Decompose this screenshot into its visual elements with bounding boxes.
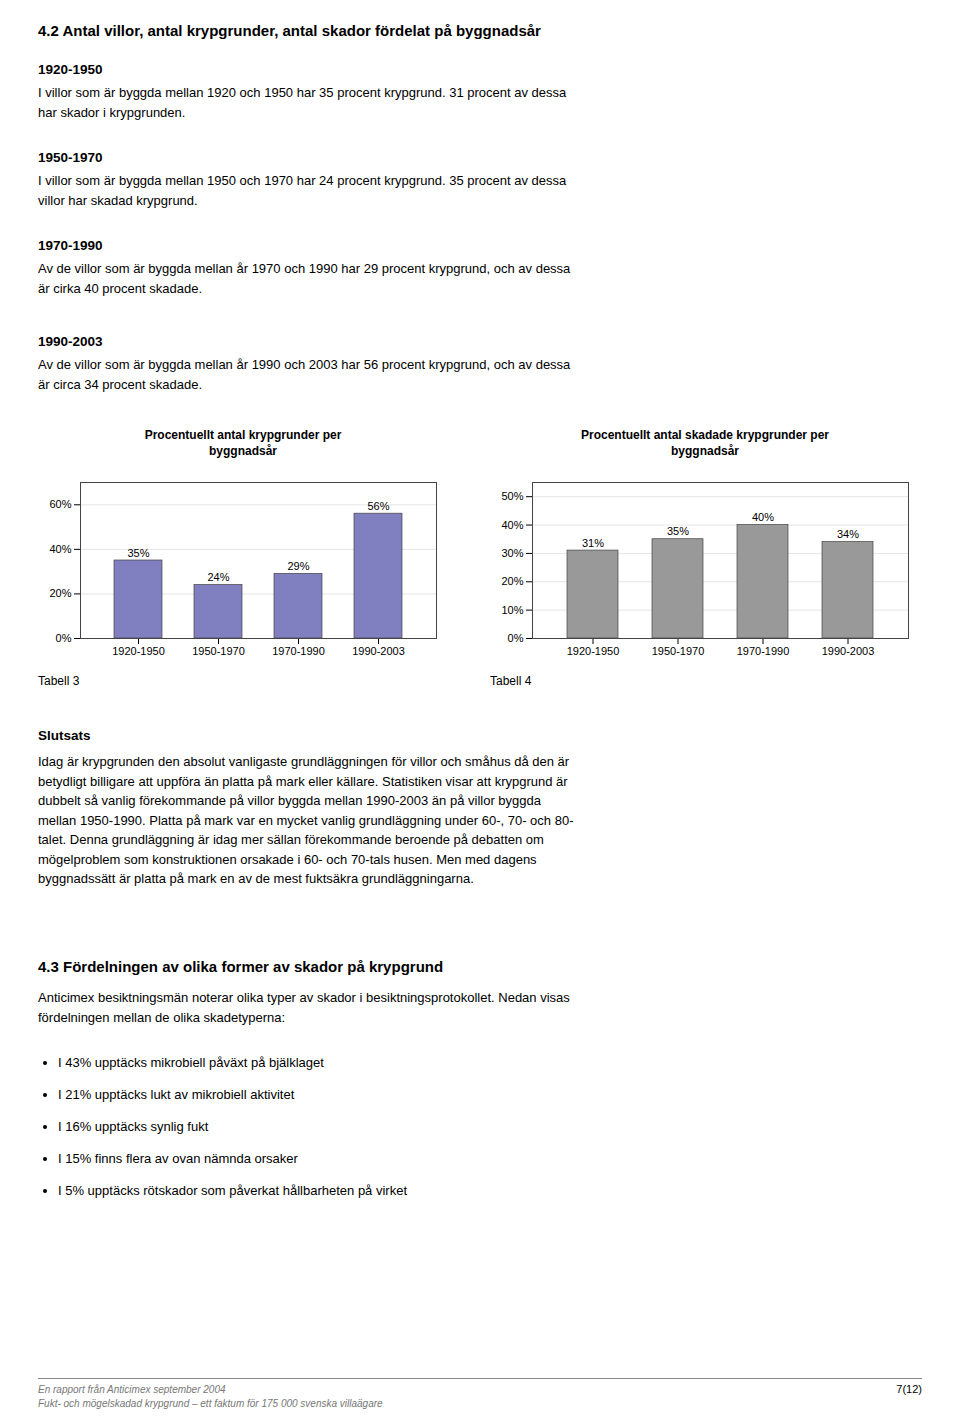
svg-text:20%: 20%: [49, 587, 71, 599]
html-text:1920-1950: 1920-1950: [38, 62, 103, 77]
svg-text:30%: 30%: [501, 547, 523, 559]
svg-text:1950-1970: 1950-1970: [652, 645, 705, 657]
svg-text:34%: 34%: [837, 528, 859, 540]
svg-text:1920-1950: 1920-1950: [567, 645, 620, 657]
svg-text:29%: 29%: [287, 560, 309, 572]
html-text:I villor som är byggda mellan: I villor som är byggda mellan 1920 och 1…: [38, 85, 567, 120]
html-text:Av de villor som är byggda mel: Av de villor som är byggda mellan år 197…: [38, 261, 571, 296]
html-text:I 16% upptäcks synlig fukt: I 16% upptäcks synlig fukt: [58, 1119, 209, 1134]
html-text:Procentuellt antal krypgrunder: Procentuellt antal krypgrunder per byggn…: [144, 428, 342, 458]
html-text:1970-1990: 1970-1990: [38, 238, 103, 253]
svg-text:1990-2003: 1990-2003: [822, 645, 875, 657]
html-text:I 15% finns flera av ovan nämn: I 15% finns flera av ovan nämnda orsaker: [58, 1151, 298, 1166]
svg-text:10%: 10%: [501, 604, 523, 616]
svg-text:1970-1990: 1970-1990: [272, 645, 325, 657]
svg-text:56%: 56%: [367, 500, 389, 512]
html-text:Tabell 4: Tabell 4: [490, 674, 532, 688]
svg-text:20%: 20%: [501, 575, 523, 587]
svg-text:40%: 40%: [501, 519, 523, 531]
html-text:En rapport från Anticimex sept: En rapport från Anticimex september 2004…: [38, 1384, 383, 1409]
svg-text:40%: 40%: [752, 511, 774, 523]
svg-text:1920-1950: 1920-1950: [112, 645, 165, 657]
svg-text:0%: 0%: [56, 632, 72, 644]
html-text:Anticimex besiktningsmän noter: Anticimex besiktningsmän noterar olika t…: [38, 990, 570, 1025]
html-text:1990-2003: 1990-2003: [38, 334, 103, 349]
html-text:4.2 Antal villor, antal krypgr: 4.2 Antal villor, antal krypgrunder, ant…: [38, 22, 541, 39]
svg-text:60%: 60%: [49, 498, 71, 510]
html-text:Idag är krypgrunden den absolu: Idag är krypgrunden den absolut vanligas…: [38, 754, 574, 886]
html-text:Av de villor som är byggda mel: Av de villor som är byggda mellan år 199…: [38, 357, 571, 392]
html-text:7(12): 7(12): [896, 1383, 922, 1395]
html-text:I 21% upptäcks lukt av mikrobi: I 21% upptäcks lukt av mikrobiell aktivi…: [58, 1087, 295, 1102]
svg-text:40%: 40%: [49, 543, 71, 555]
html-text:I villor som är byggda mellan: I villor som är byggda mellan 1950 och 1…: [38, 173, 567, 208]
html-text:I 43% upptäcks mikrobiell påvä: I 43% upptäcks mikrobiell påväxt på bjäl…: [58, 1055, 324, 1070]
svg-text:1970-1990: 1970-1990: [737, 645, 790, 657]
svg-text:50%: 50%: [501, 490, 523, 502]
svg-text:35%: 35%: [127, 547, 149, 559]
svg-text:1950-1970: 1950-1970: [192, 645, 245, 657]
html-text:Procentuellt antal skadade kry: Procentuellt antal skadade krypgrunder p…: [581, 428, 829, 458]
html-text:I 5% upptäcks rötskador som på: I 5% upptäcks rötskador som påverkat hål…: [58, 1183, 407, 1198]
html-text:Tabell 3: Tabell 3: [38, 674, 80, 688]
svg-text:35%: 35%: [667, 525, 689, 537]
svg-text:0%: 0%: [508, 632, 524, 644]
html-text:Slutsats: Slutsats: [38, 728, 91, 743]
svg-text:24%: 24%: [207, 571, 229, 583]
svg-text:31%: 31%: [582, 537, 604, 549]
html-text:1950-1970: 1950-1970: [38, 150, 103, 165]
svg-text:1990-2003: 1990-2003: [352, 645, 405, 657]
html-text:4.3 Fördelningen av olika form: 4.3 Fördelningen av olika former av skad…: [38, 958, 444, 975]
